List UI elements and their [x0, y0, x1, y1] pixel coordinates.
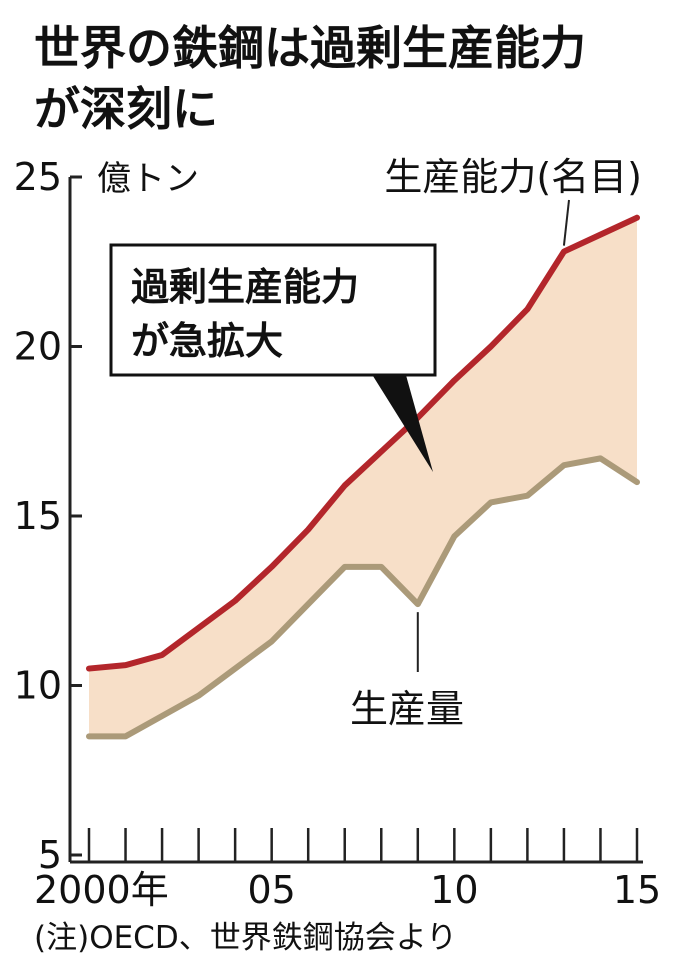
gap-area	[89, 217, 637, 737]
callout-line-1: 過剰生産能力	[131, 265, 359, 309]
plot-area: 5 10 15 20 25 2000年 05 10 15 億トン 生産能力(名目) 生産量 過剰生産能力…	[14, 155, 662, 912]
y-tick-label: 15	[14, 494, 62, 538]
y-tick-label: 5	[38, 833, 62, 877]
y-tick-label: 25	[14, 155, 62, 199]
title-line-1: 世界の鉄鋼は過剰生産能力	[34, 21, 586, 75]
series-line-production	[86, 455, 640, 740]
callout-pointer	[368, 368, 433, 472]
x-tick-label: 15	[613, 868, 661, 912]
source-note: (注)OECD、世界鉄鋼協会より	[34, 920, 457, 956]
x-tick-label: 10	[430, 868, 478, 912]
title-line-2: が深刻に	[34, 82, 218, 136]
callout-line-2: が急拡大	[131, 319, 283, 363]
capacity-label-leader	[562, 199, 570, 246]
y-tick-label: 20	[14, 325, 62, 369]
x-tick-label: 2000年	[34, 868, 169, 912]
x-tick-label: 05	[247, 868, 295, 912]
y-unit-label: 億トン	[97, 159, 199, 199]
series-line-capacity	[86, 214, 640, 672]
chart-title: 世界の鉄鋼は過剰生産能力 が深刻に	[34, 21, 586, 136]
callout-box	[109, 243, 437, 377]
series-label-production: 生産量	[350, 687, 464, 731]
series-label-capacity: 生産能力(名目)	[384, 155, 642, 199]
y-tick-label: 10	[14, 664, 62, 708]
